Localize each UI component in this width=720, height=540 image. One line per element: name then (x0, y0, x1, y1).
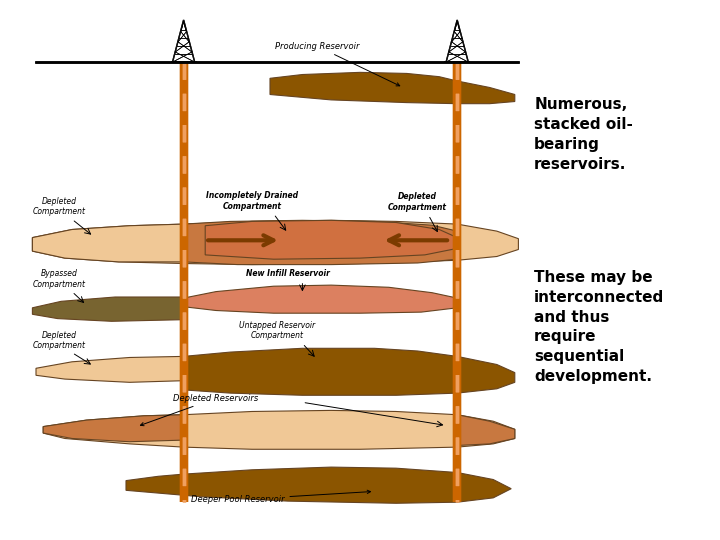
Polygon shape (32, 220, 518, 265)
Text: New Infill Reservoir: New Infill Reservoir (246, 269, 330, 278)
Text: Depleted
Compartment: Depleted Compartment (32, 330, 86, 350)
Text: Depleted
Compartment: Depleted Compartment (32, 197, 86, 216)
Polygon shape (32, 224, 184, 262)
Text: Producing Reservoir: Producing Reservoir (274, 42, 400, 86)
Text: Depleted Reservoirs: Depleted Reservoirs (140, 394, 258, 426)
Polygon shape (184, 285, 457, 313)
Polygon shape (184, 348, 515, 395)
Polygon shape (184, 220, 457, 265)
Polygon shape (43, 415, 184, 442)
Text: Incompletely Drained
Compartment: Incompletely Drained Compartment (206, 191, 298, 211)
Polygon shape (43, 410, 515, 449)
Polygon shape (457, 415, 515, 446)
Polygon shape (270, 72, 515, 104)
Polygon shape (126, 467, 511, 503)
Text: Numerous,
stacked oil-
bearing
reservoirs.: Numerous, stacked oil- bearing reservoir… (534, 97, 633, 172)
Text: Bypassed
Compartment: Bypassed Compartment (32, 269, 86, 289)
Polygon shape (205, 220, 457, 259)
Text: Untapped Reservoir
Compartment: Untapped Reservoir Compartment (239, 321, 315, 340)
Polygon shape (36, 356, 184, 382)
Polygon shape (32, 297, 184, 321)
Text: Deeper Pool Reservoir: Deeper Pool Reservoir (191, 490, 371, 504)
Text: These may be
interconnected
and thus
require
sequential
development.: These may be interconnected and thus req… (534, 270, 665, 384)
Text: Depleted
Compartment: Depleted Compartment (388, 192, 447, 212)
